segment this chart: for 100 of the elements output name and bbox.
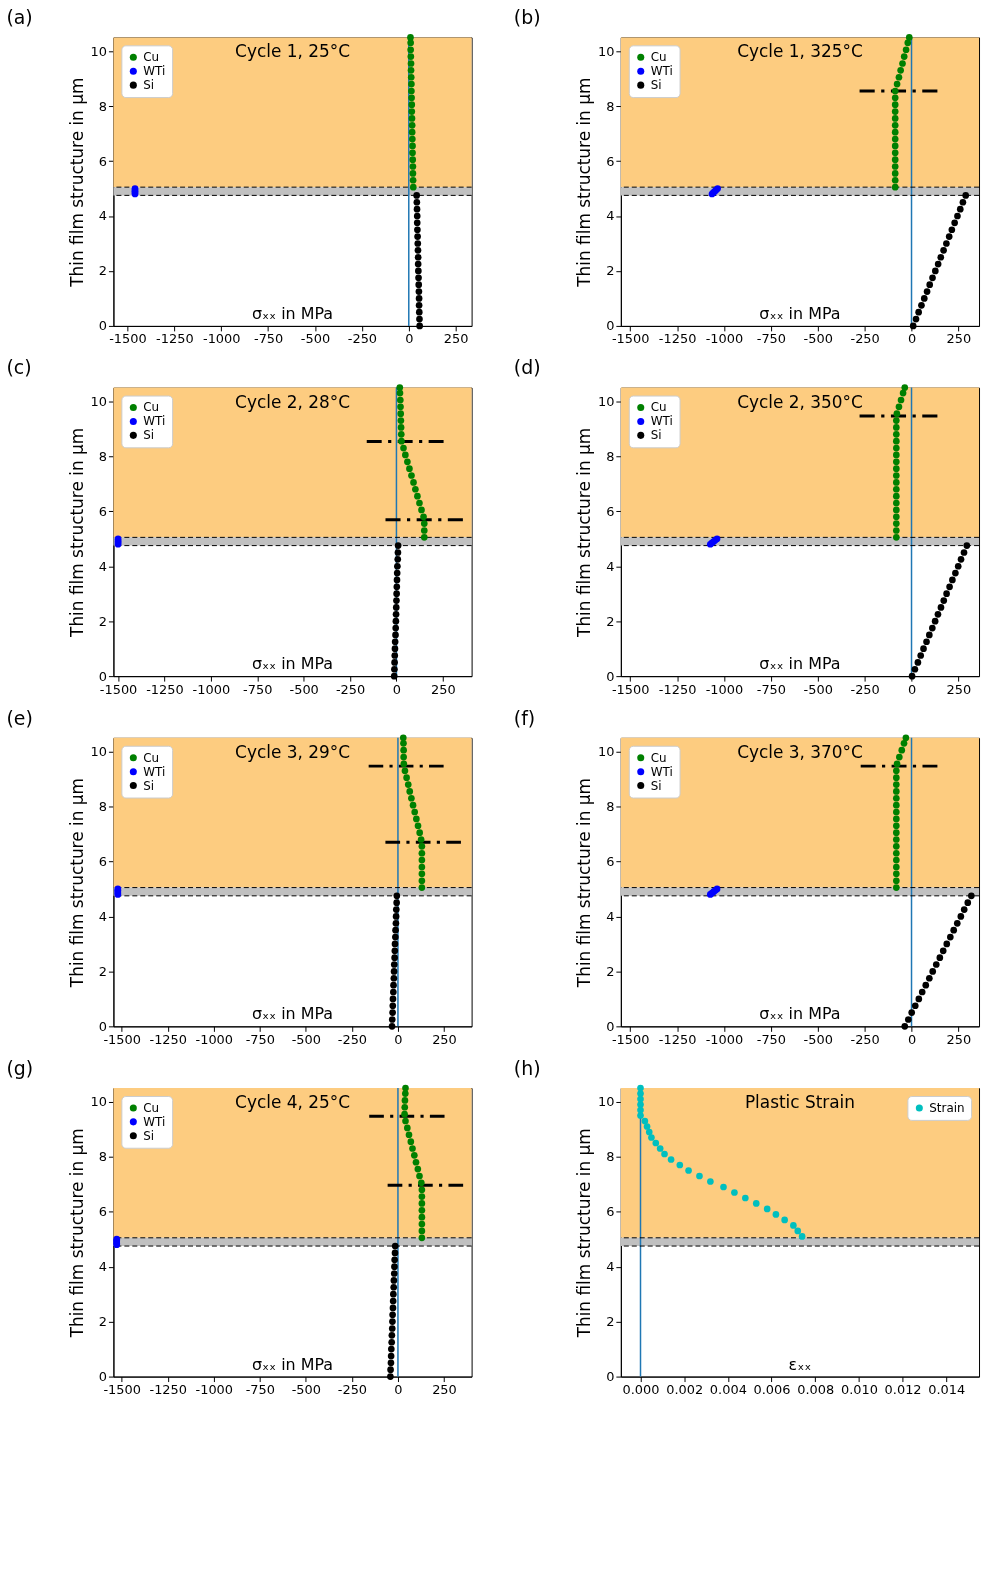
x-tick-label: -500: [300, 331, 331, 347]
x-tick-label: 0.006: [753, 1381, 791, 1397]
y-tick-label: 2: [98, 1314, 107, 1330]
legend-label: WTi: [650, 64, 673, 79]
chart-title: Cycle 1, 25°C: [235, 41, 350, 62]
x-tick-label: -500: [291, 1031, 322, 1047]
x-tick-label: -1250: [658, 681, 697, 697]
y-tick-label: 4: [98, 1259, 107, 1275]
x-tick-label: -500: [289, 681, 319, 697]
y-tick-label: 10: [90, 393, 107, 409]
x-axis-title: σₓₓ in MPa: [759, 303, 841, 323]
legend-label: Si: [143, 428, 155, 443]
x-tick-label: 250: [431, 681, 456, 697]
y-axis-title: Thin film structure in µm: [573, 778, 594, 989]
x-tick-label: -1250: [658, 1031, 697, 1047]
x-tick-label: -1000: [195, 1381, 234, 1397]
y-tick-label: 10: [597, 1094, 615, 1110]
x-axis-title: σₓₓ in MPa: [251, 303, 334, 323]
chart-title: Plastic Strain: [744, 1091, 856, 1112]
x-tick-label: -750: [756, 681, 787, 697]
y-tick-label: 10: [90, 1094, 107, 1110]
x-tick-label: -1500: [109, 331, 147, 347]
x-tick-label: 0: [394, 1381, 403, 1397]
chart-title: Cycle 2, 350°C: [737, 391, 863, 412]
x-tick-label: -250: [850, 1031, 880, 1047]
x-tick-label: 0: [405, 331, 414, 347]
y-tick-label: 2: [98, 263, 107, 279]
legend-label: WTi: [650, 764, 673, 779]
y-tick-label: 8: [606, 799, 615, 814]
x-tick-label: -1250: [146, 681, 184, 697]
x-axis-title: σₓₓ in MPa: [251, 654, 334, 674]
y-tick-label: 0: [606, 1369, 615, 1385]
y-tick-label: 4: [606, 1259, 615, 1275]
y-tick-label: 10: [90, 43, 107, 59]
legend-label: Cu: [143, 750, 160, 765]
x-tick-label: -750: [245, 1381, 275, 1397]
y-tick-label: 10: [597, 393, 615, 409]
y-tick-label: 4: [98, 908, 107, 924]
legend-label: Cu: [143, 400, 160, 415]
y-axis-title: Thin film structure in µm: [66, 1128, 87, 1339]
x-tick-label: -750: [245, 1031, 275, 1047]
y-tick-label: 10: [90, 744, 107, 760]
y-tick-label: 2: [606, 613, 615, 629]
y-tick-label: 10: [597, 43, 615, 59]
y-axis-title: Thin film structure in µm: [573, 1128, 594, 1339]
chart-title: Cycle 3, 29°C: [235, 741, 350, 762]
text: (f): [513, 706, 536, 729]
x-tick-label: 250: [946, 1031, 972, 1047]
x-tick-label: -1500: [103, 1031, 141, 1047]
legend-label: Si: [650, 428, 662, 443]
chart-title: Cycle 4, 25°C: [235, 1091, 350, 1112]
x-tick-label: -1000: [192, 681, 231, 697]
x-tick-label: -1250: [149, 1031, 188, 1047]
y-tick-label: 2: [98, 963, 107, 979]
y-tick-label: 8: [606, 98, 615, 114]
legend-label: Cu: [650, 400, 667, 415]
x-axis-title: σₓₓ in MPa: [759, 654, 841, 674]
legend-label: WTi: [650, 414, 673, 429]
x-tick-label: -1500: [611, 1031, 650, 1047]
y-tick-label: 8: [98, 448, 107, 464]
text: (c): [6, 356, 32, 379]
x-tick-label: 0.000: [622, 1381, 660, 1397]
y-tick-label: 4: [98, 208, 107, 224]
y-tick-label: 6: [98, 853, 107, 869]
x-tick-label: -1500: [611, 331, 650, 347]
chart-title: Cycle 1, 325°C: [737, 41, 863, 62]
y-tick-label: 8: [98, 1149, 107, 1165]
x-tick-label: -250: [335, 681, 366, 697]
y-tick-label: 6: [606, 153, 615, 169]
y-tick-label: 0: [98, 668, 107, 684]
y-tick-label: 4: [606, 208, 615, 224]
y-tick-label: 4: [606, 908, 615, 924]
x-tick-label: -250: [850, 331, 880, 347]
y-axis-title: Thin film structure in µm: [573, 427, 594, 638]
y-tick-label: 6: [98, 503, 107, 519]
y-tick-label: 0: [98, 1018, 107, 1034]
y-tick-label: 8: [98, 98, 107, 114]
y-tick-label: 4: [606, 558, 615, 574]
x-tick-label: 0.014: [928, 1381, 966, 1397]
y-tick-label: 10: [597, 744, 615, 760]
x-tick-label: -750: [253, 331, 284, 347]
x-tick-label: -1250: [658, 331, 697, 347]
x-tick-label: 250: [432, 1381, 457, 1397]
x-tick-label: -1500: [611, 681, 650, 697]
y-tick-label: 2: [606, 263, 615, 279]
y-tick-label: 8: [606, 448, 615, 464]
x-tick-label: -250: [337, 1031, 368, 1047]
y-tick-label: 2: [98, 613, 107, 629]
legend-label: Strain: [929, 1100, 965, 1115]
x-axis-title: σₓₓ in MPa: [759, 1004, 841, 1024]
x-tick-label: -500: [291, 1381, 322, 1397]
y-tick-label: 8: [606, 1149, 615, 1165]
text: (d): [513, 356, 541, 379]
x-tick-label: 0.012: [884, 1381, 922, 1397]
legend-label: Si: [143, 1128, 155, 1143]
x-tick-label: -500: [803, 1031, 833, 1047]
text: (g): [6, 1056, 34, 1079]
legend-label: WTi: [143, 1114, 166, 1129]
x-axis-title: σₓₓ in MPa: [251, 1004, 334, 1024]
y-tick-label: 4: [98, 558, 107, 574]
